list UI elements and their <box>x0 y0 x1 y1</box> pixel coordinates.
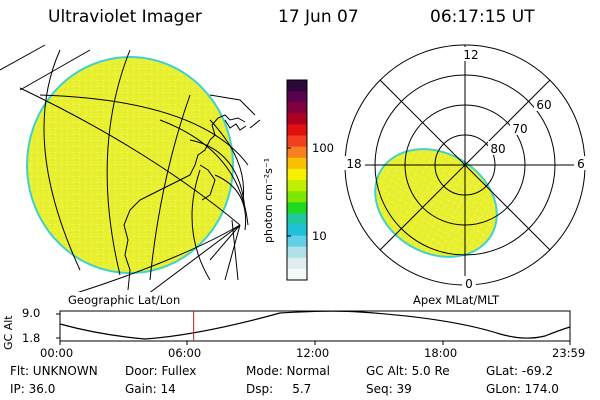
info-mode: Mode: Normal <box>246 364 330 378</box>
altitude-xtick-1: 06:00 <box>168 346 202 360</box>
colorbar-frame <box>286 79 308 281</box>
colorbar-swatch <box>287 102 307 114</box>
colorbar-label: photon cm⁻²s⁻¹ <box>262 157 275 243</box>
colorbar-tick-100: 100 <box>312 141 334 155</box>
observation-time: 06:17:15 UT <box>430 7 535 27</box>
info-dsp: Dsp: 5.7 <box>246 382 312 396</box>
colorbar-swatch <box>287 202 307 214</box>
altitude-xtick-4: 23:59 <box>552 346 586 360</box>
info-glat: GLat: -69.2 <box>486 364 553 378</box>
altitude-plot <box>56 310 571 345</box>
geo-grid-lines <box>0 44 249 292</box>
colorbar-swatch <box>287 157 307 170</box>
colorbar-swatch <box>287 224 307 237</box>
lat-label-70: 70 <box>512 122 527 136</box>
altitude-xtick-0: 00:00 <box>40 346 74 360</box>
altitude-ytick-top: 9.0 <box>22 306 41 320</box>
geo-aurora-disk <box>26 56 234 274</box>
colorbar-swatch <box>287 191 307 203</box>
lat-label-60: 60 <box>536 98 551 112</box>
altitude-ylabel: GC Alt <box>2 315 15 350</box>
observation-date: 17 Jun 07 <box>278 7 359 27</box>
colorbar-swatch <box>287 213 307 225</box>
geo-coastline <box>123 114 246 291</box>
info-filter: Flt: UNKNOWN <box>10 364 98 378</box>
mlt-label-right: 6 <box>577 157 585 171</box>
colorbar-swatch <box>287 113 307 125</box>
mlt-label-bottom: 0 <box>465 277 473 291</box>
info-glon: GLon: 174.0 <box>486 382 559 396</box>
colorbar-swatch <box>287 257 307 270</box>
altitude-ytick-bottom: 1.8 <box>22 331 41 345</box>
instrument-title: Ultraviolet Imager <box>48 7 202 27</box>
info-ip: IP: 36.0 <box>10 382 56 396</box>
altitude-curve <box>59 310 571 340</box>
lat-label-80: 80 <box>490 142 505 156</box>
info-gain: Gain: 14 <box>125 382 176 396</box>
colorbar <box>287 80 307 281</box>
polar-plot: 12 0 18 6 60 70 80 <box>343 44 588 291</box>
mlt-label-top: 12 <box>463 48 478 62</box>
colorbar-tick-10: 10 <box>312 229 327 243</box>
info-gc-alt: GC Alt: 5.0 Re <box>366 364 450 378</box>
geo-panel-caption: Geographic Lat/Lon <box>68 293 181 307</box>
colorbar-swatch <box>287 124 307 137</box>
colorbar-swatch <box>287 180 307 192</box>
polar-panel-caption: Apex MLat/MLT <box>413 293 500 307</box>
altitude-xtick-2: 12:00 <box>296 346 330 360</box>
colorbar-swatch <box>287 168 307 181</box>
colorbar-swatch <box>287 246 307 259</box>
colorbar-swatch <box>287 268 307 281</box>
colorbar-swatch <box>287 146 307 159</box>
mlt-label-left: 18 <box>346 157 361 171</box>
info-door: Door: Fullex <box>125 364 197 378</box>
colorbar-swatch <box>287 235 307 248</box>
colorbar-swatch <box>287 80 307 92</box>
altitude-xtick-3: 18:00 <box>424 346 458 360</box>
colorbar-swatch <box>287 135 307 148</box>
info-seq: Seq: 39 <box>366 382 412 396</box>
colorbar-swatch <box>287 91 307 103</box>
